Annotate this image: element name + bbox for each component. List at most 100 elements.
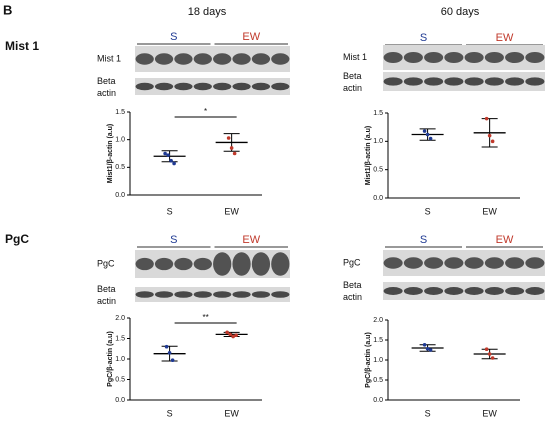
blot-band [213,82,232,91]
data-point [234,333,238,338]
blot-band [232,291,251,298]
y-tick-label: 1.5 [115,109,125,116]
data-point [172,161,176,166]
data-point [422,343,427,347]
blot-band [174,291,193,298]
protein-label: Beta actin [97,283,117,306]
blot-band [193,257,212,271]
row-label: PgC [5,232,29,246]
blot-band [383,257,403,269]
x-tick-label: S [425,206,431,216]
blot-band [444,257,464,269]
protein-label: Beta actin [343,70,363,93]
blot-band [174,53,193,65]
blot-band [424,77,444,86]
blot-band [383,52,403,63]
blot-band [193,291,212,298]
data-point [428,348,433,352]
data-point [490,139,495,144]
blot-band [505,287,525,295]
y-tick-label: 1.5 [373,337,383,344]
protein-label: Beta actin [97,75,117,98]
data-point [169,158,173,163]
x-tick-label: EW [482,206,497,216]
blot-band [232,53,251,65]
data-point [170,358,175,363]
blot-band [505,77,525,86]
blot-band [251,53,271,65]
group-label: EW [496,234,514,246]
blot-band [271,291,290,298]
protein-label: PgC [343,257,361,267]
blot-band [403,257,423,269]
x-tick-label: EW [482,408,497,418]
blot-band [193,82,212,91]
group-label: S [170,31,177,43]
y-axis-label: Mist1/β-actin (a.u) [107,124,114,184]
data-point [226,136,231,140]
blot-band [154,291,174,298]
protein-label: Mist 1 [97,53,121,63]
y-tick-label: 0.0 [373,195,383,202]
group-label: S [420,234,427,246]
y-tick-label: 0.0 [115,397,125,404]
blot-band [154,257,174,271]
blot-band [444,77,464,86]
blot-band [213,291,232,298]
blot-band [135,257,154,271]
blot-band [525,77,545,86]
blot-band [505,257,525,269]
blot-strip [135,287,290,302]
blot-band [383,287,403,295]
significance-label: ** [203,313,209,322]
blot-band [135,53,154,65]
data-point [487,133,492,138]
row-label: Mist 1 [5,39,39,53]
y-tick-label: 2.0 [115,315,125,322]
y-tick-label: 0.0 [373,397,383,404]
blot-band [424,287,444,295]
y-axis-label: PgC/β-actin (a.u) [365,332,372,388]
blot-band [525,287,545,295]
data-point [166,153,170,157]
data-point [225,330,229,335]
blot-band [444,52,464,63]
group-label: EW [242,234,260,246]
blot-band [464,287,484,295]
protein-label: Beta actin [343,280,363,302]
blot-band [484,52,504,63]
blot-band [232,82,251,91]
y-axis-label: PgC/β-actin (a.u) [107,331,114,387]
blot-band [232,252,251,276]
blot-band [135,82,154,91]
blot-band [271,82,290,91]
group-label: S [170,234,177,246]
blot-strip [383,282,545,300]
column-header: 60 days [441,6,480,18]
blot-strip [135,78,290,95]
group-label: S [420,32,427,44]
blot-band [383,77,403,86]
data-point [232,151,237,156]
blot-band [464,77,484,86]
x-tick-label: EW [224,206,239,216]
y-tick-label: 1.0 [115,356,125,363]
blot-band [271,53,290,65]
data-point [428,136,433,141]
data-point [231,334,235,339]
blot-band [525,52,545,63]
y-tick-label: 1.0 [115,137,125,144]
protein-label: Mist 1 [343,52,367,62]
data-point [228,332,232,337]
blot-band [271,252,290,276]
y-tick-label: 0.0 [115,192,125,199]
panel-label: B [3,2,12,17]
blot-band [464,52,484,63]
y-tick-label: 0.5 [373,167,383,174]
blot-band [525,257,545,269]
blot-band [484,257,504,269]
data-point [163,151,167,156]
group-label: EW [242,31,260,43]
